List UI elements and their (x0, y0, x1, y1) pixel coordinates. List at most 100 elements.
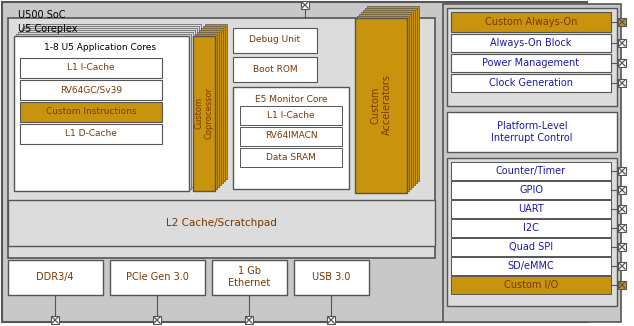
Text: PCIe Gen 3.0: PCIe Gen 3.0 (126, 272, 188, 282)
Bar (240, 127, 342, 146)
Bar (618, 224, 626, 232)
Bar (193, 36, 215, 191)
Bar (233, 57, 317, 82)
Text: RV64GC/Sv39: RV64GC/Sv39 (60, 85, 122, 95)
Text: L1 I-Cache: L1 I-Cache (267, 111, 315, 120)
Text: I2C: I2C (523, 223, 539, 233)
Text: L1 D-Cache: L1 D-Cache (65, 129, 117, 139)
Bar (443, 4, 621, 322)
Text: Clock Generation: Clock Generation (489, 78, 573, 88)
Bar (8, 200, 435, 246)
Bar (359, 14, 411, 189)
Text: Custom Always-On: Custom Always-On (485, 17, 577, 27)
Bar (233, 28, 317, 53)
Text: SD/eMMC: SD/eMMC (508, 261, 554, 271)
Text: L2 Cache/Scratchpad: L2 Cache/Scratchpad (165, 218, 276, 228)
Bar (355, 18, 407, 193)
Bar (8, 260, 103, 295)
Bar (618, 205, 626, 213)
Bar (447, 112, 617, 152)
Bar (618, 18, 626, 26)
Text: DDR3/4: DDR3/4 (36, 272, 74, 282)
Bar (365, 8, 417, 183)
Bar (361, 12, 413, 187)
Bar (205, 24, 227, 179)
Bar (447, 8, 617, 106)
Bar (367, 6, 419, 181)
Bar (16, 34, 191, 189)
Bar (618, 59, 626, 67)
Bar (110, 260, 205, 295)
Bar (240, 148, 342, 167)
Bar (212, 260, 287, 295)
Bar (14, 36, 189, 191)
Bar (618, 167, 626, 175)
Bar (18, 32, 193, 187)
Bar (20, 102, 162, 122)
Bar (153, 316, 161, 324)
Bar (327, 316, 335, 324)
Bar (8, 18, 435, 258)
Bar (20, 30, 195, 185)
Bar (22, 28, 197, 183)
Bar (195, 34, 217, 189)
Text: 1-8 U5 Application Cores: 1-8 U5 Application Cores (44, 43, 156, 52)
Bar (451, 181, 611, 199)
Bar (451, 54, 611, 72)
Bar (618, 262, 626, 270)
Bar (451, 257, 611, 275)
Bar (451, 238, 611, 256)
Bar (301, 1, 309, 9)
Bar (201, 28, 223, 183)
Text: 1 Gb
Ethernet: 1 Gb Ethernet (228, 266, 270, 288)
Bar (203, 26, 225, 181)
Text: Always-On Block: Always-On Block (490, 38, 572, 48)
Bar (240, 106, 342, 125)
Bar (618, 281, 626, 289)
Bar (451, 219, 611, 237)
Bar (24, 26, 199, 181)
Text: Platform-Level
Interrupt Control: Platform-Level Interrupt Control (491, 121, 573, 143)
Bar (233, 87, 349, 189)
Bar (618, 39, 626, 47)
Bar (197, 32, 219, 187)
Bar (20, 58, 162, 78)
Bar (451, 34, 611, 52)
Text: RV64IMACN: RV64IMACN (264, 131, 317, 141)
Bar (451, 74, 611, 92)
Text: Custom
Accelerators: Custom Accelerators (370, 75, 392, 135)
Bar (447, 158, 617, 306)
Text: UART: UART (518, 204, 544, 214)
Text: GPIO: GPIO (519, 185, 543, 195)
Text: E5 Monitor Core: E5 Monitor Core (255, 95, 327, 104)
Text: U500 SoC: U500 SoC (18, 10, 65, 20)
Text: Debug Unit: Debug Unit (249, 36, 301, 45)
Bar (451, 12, 611, 32)
Bar (20, 124, 162, 144)
Bar (451, 162, 611, 180)
Text: Custom
Coprocessor: Custom Coprocessor (194, 87, 214, 139)
Bar (26, 24, 201, 179)
Bar (451, 276, 611, 294)
Text: USB 3.0: USB 3.0 (312, 272, 350, 282)
Text: Power Management: Power Management (482, 58, 579, 68)
Text: U5 Coreplex: U5 Coreplex (18, 24, 77, 34)
Bar (20, 80, 162, 100)
Text: Boot ROM: Boot ROM (253, 65, 297, 73)
Bar (618, 186, 626, 194)
Text: Data SRAM: Data SRAM (266, 153, 316, 161)
Bar (618, 243, 626, 251)
Text: Quad SPI: Quad SPI (509, 242, 553, 252)
Text: Custom I/O: Custom I/O (504, 280, 558, 290)
Text: L1 I-Cache: L1 I-Cache (67, 64, 115, 72)
Bar (294, 260, 369, 295)
Text: Counter/Timer: Counter/Timer (496, 166, 566, 176)
Bar (357, 16, 409, 191)
Bar (451, 200, 611, 218)
Text: Custom Instructions: Custom Instructions (46, 108, 136, 116)
Bar (363, 10, 415, 185)
Bar (199, 30, 221, 185)
Bar (618, 79, 626, 87)
Bar (51, 316, 59, 324)
Bar (245, 316, 253, 324)
